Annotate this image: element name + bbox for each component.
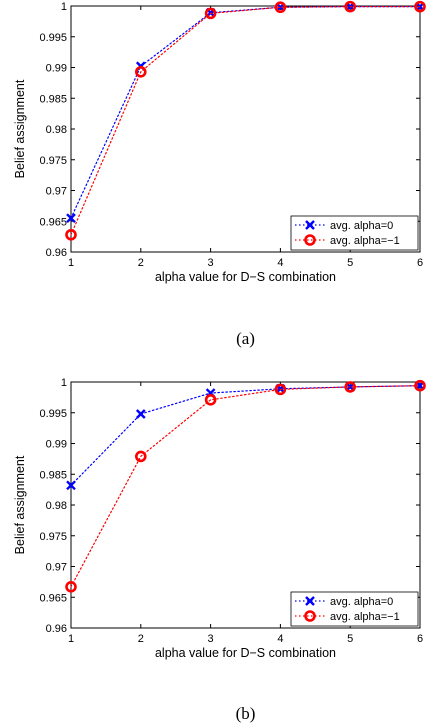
- y-tick-label: 0.98: [46, 124, 67, 136]
- y-tick-label: 0.97: [46, 562, 67, 574]
- y-tick-label: 0.975: [39, 155, 67, 167]
- data-point-o: [204, 394, 217, 406]
- y-tick-label: 0.96: [46, 623, 67, 635]
- y-tick-label: 1: [61, 1, 67, 13]
- y-axis-label: Belief assignment: [13, 455, 27, 554]
- legend-label: avg. alpha=−1: [330, 235, 400, 247]
- y-tick-label: 0.98: [46, 500, 67, 512]
- data-point-o: [204, 7, 217, 20]
- panel-caption: (b): [236, 704, 256, 723]
- plot-frame: [70, 5, 421, 253]
- x-tick-label: 2: [138, 633, 144, 645]
- data-point-o: [65, 228, 77, 241]
- legend-marker: [304, 610, 316, 622]
- chart-0: 1 2 3 4 5 6 0.96 0.965 0.97 0.975 0.98 0.985 0.99 0.9…: [13, 0, 426, 348]
- x-tick-label: 4: [277, 257, 283, 269]
- x-tick-label: 5: [347, 257, 353, 269]
- marker-stroke: [66, 480, 76, 491]
- legend: avg. alpha=0 avg. alpha=−1: [290, 215, 419, 251]
- legend-marker: [304, 234, 316, 246]
- data-point-o: [344, 0, 357, 13]
- series-line-1: [70, 6, 421, 236]
- legend-label: avg. alpha=0: [330, 220, 393, 232]
- chart-1: 1 2 3 4 5 6 0.96 0.965 0.97 0.975 0.98 0.985 0.99 0.9…: [13, 377, 426, 723]
- legend-label: avg. alpha=−1: [330, 611, 400, 623]
- y-axis-label: Belief assignment: [13, 79, 27, 178]
- x-tick-label: 3: [208, 257, 214, 269]
- plot-frame: [70, 381, 421, 629]
- y-tick-label: 0.975: [39, 531, 67, 543]
- y-tick-label: 0.985: [39, 469, 67, 481]
- data-point-o: [135, 66, 147, 78]
- data-point-x: [66, 213, 76, 224]
- data-point-o: [414, 0, 426, 13]
- y-tick-label: 0.99: [46, 439, 67, 451]
- data-point-x: [66, 480, 76, 491]
- marker-stroke: [135, 409, 146, 419]
- data-point-o: [274, 383, 287, 396]
- data-point-o: [65, 580, 77, 593]
- legend-marker: [305, 220, 315, 230]
- marker-stroke: [66, 213, 76, 224]
- x-tick-label: 1: [68, 257, 74, 269]
- x-tick-label: 2: [138, 257, 144, 269]
- y-tick-label: 1: [61, 377, 67, 389]
- x-axis-label: alpha value for D−S combination: [155, 270, 336, 284]
- y-tick-label: 0.995: [39, 408, 67, 420]
- x-tick-label: 5: [347, 633, 353, 645]
- x-tick-label: 6: [417, 633, 423, 645]
- data-point-o: [274, 1, 287, 14]
- y-tick-label: 0.96: [46, 247, 67, 259]
- y-tick-label: 0.965: [39, 592, 67, 604]
- y-tick-label: 0.985: [39, 93, 67, 105]
- legend: avg. alpha=0 avg. alpha=−1: [290, 591, 419, 627]
- x-tick-label: 3: [208, 633, 214, 645]
- legend-label: avg. alpha=0: [330, 596, 393, 608]
- x-tick-label: 4: [277, 633, 283, 645]
- data-point-o: [344, 381, 357, 393]
- panel-caption: (a): [236, 329, 255, 348]
- y-tick-label: 0.97: [46, 186, 67, 198]
- data-point-o: [414, 379, 426, 392]
- y-tick-label: 0.965: [39, 216, 67, 228]
- y-tick-label: 0.99: [46, 63, 67, 75]
- data-point-x: [135, 409, 146, 419]
- data-point-o: [135, 450, 147, 463]
- legend-marker: [305, 596, 315, 606]
- x-tick-label: 1: [68, 633, 74, 645]
- y-tick-label: 0.995: [39, 32, 67, 44]
- x-tick-label: 6: [417, 257, 423, 269]
- series-line-1: [70, 385, 421, 588]
- x-axis-label: alpha value for D−S combination: [155, 646, 336, 660]
